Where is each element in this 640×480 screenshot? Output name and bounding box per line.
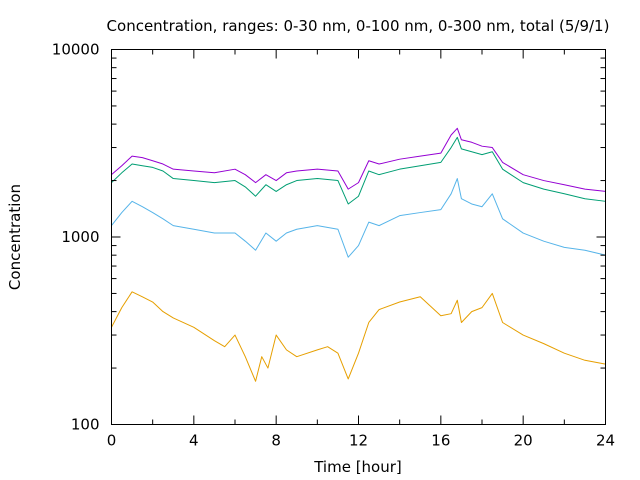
y-axis-label: Concentration: [6, 184, 24, 290]
plot-frame: [111, 49, 606, 425]
x-tick-label: 16: [431, 432, 450, 450]
x-tick-label: 12: [349, 432, 368, 450]
x-tick-label: 4: [189, 432, 199, 450]
y-tick-label: 100: [71, 416, 100, 434]
y-tick-label: 1000: [61, 228, 99, 246]
series-line-3: [111, 178, 606, 258]
series-line-2: [111, 136, 606, 205]
chart-title: Concentration, ranges: 0-30 nm, 0-100 nm…: [107, 17, 610, 35]
series-layer: [111, 127, 606, 382]
x-tick-label: 8: [271, 432, 281, 450]
y-tick-label: 10000: [52, 41, 100, 59]
axes-layer: 0 4 8 12 16 20 24 100 1000 10000: [52, 41, 615, 450]
x-tick-label: 20: [514, 432, 533, 450]
x-axis-label: Time [hour]: [313, 458, 402, 476]
x-tick-label: 24: [596, 432, 615, 450]
x-tick-label: 0: [107, 432, 117, 450]
series-line-4: [111, 291, 606, 382]
series-line-1: [111, 127, 606, 192]
